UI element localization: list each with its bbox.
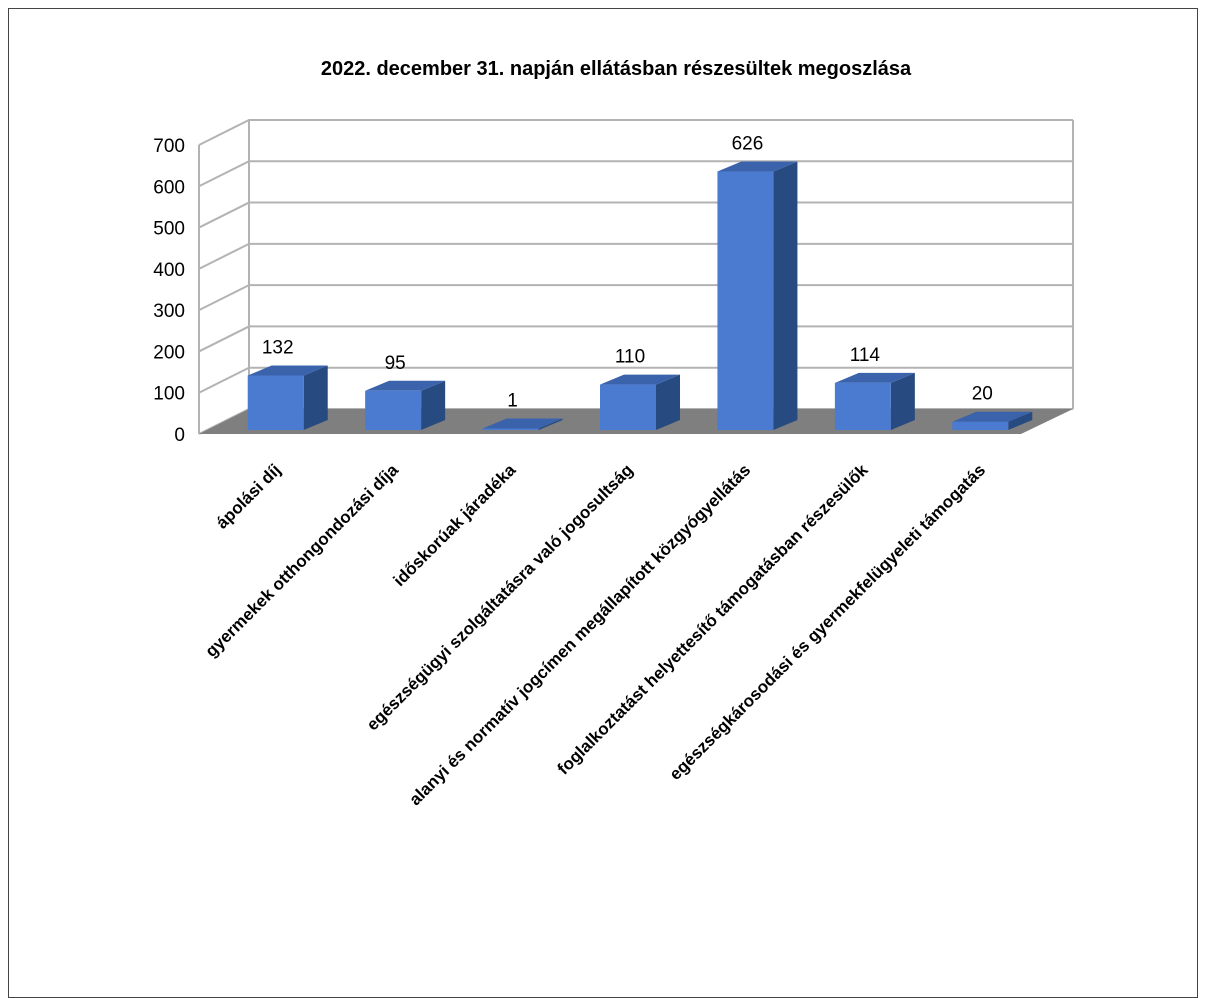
bar: [952, 411, 1033, 430]
y-tick-label: 100: [153, 384, 185, 405]
bar: [834, 372, 915, 430]
data-label: 114: [850, 345, 881, 366]
bar: [247, 365, 328, 430]
data-label: 626: [732, 134, 764, 155]
y-tick-label: 200: [153, 342, 185, 363]
data-label: 95: [385, 353, 406, 374]
category-label: ápolási díj: [212, 460, 284, 532]
y-tick-label: 300: [153, 301, 185, 322]
category-label: gyermekek otthongondozási díja: [202, 460, 403, 661]
bar-side: [421, 380, 446, 430]
bar-front: [834, 382, 891, 430]
bar-top: [482, 418, 563, 429]
gridline: [198, 201, 1073, 229]
bar: [717, 161, 798, 430]
y-tick-label: 600: [153, 177, 185, 198]
data-label: 1: [507, 391, 518, 412]
data-label: 132: [262, 337, 294, 358]
data-label: 110: [615, 347, 645, 368]
bar-side: [656, 374, 680, 430]
bar-top: [600, 374, 680, 385]
bar-top: [365, 380, 446, 391]
bar-front: [247, 375, 304, 430]
bar: [600, 374, 680, 430]
bars: [247, 161, 1033, 430]
bar-front: [482, 428, 539, 430]
bar-side: [773, 161, 798, 430]
y-tick-label: 0: [174, 425, 185, 446]
bar-front: [717, 171, 774, 430]
bar-top: [247, 365, 328, 376]
gridline: [198, 118, 1073, 146]
bar-side: [538, 418, 563, 430]
bar: [482, 418, 563, 430]
bar-side: [303, 365, 328, 430]
data-label: 20: [972, 384, 993, 405]
bar-side: [890, 372, 915, 430]
bar-top: [717, 161, 798, 172]
bar-top: [834, 372, 915, 383]
bar-top: [952, 411, 1033, 422]
gridlines: [198, 118, 1074, 435]
y-axis-ticks: 0 100 200 300 400 500 600 700: [153, 136, 185, 446]
gridline: [198, 160, 1073, 188]
data-labels: 132 95 1 110 626 114 20: [262, 134, 993, 412]
gridline: [198, 284, 1073, 312]
bar: [365, 380, 446, 430]
chart-frame: 2022. december 31. napján ellátásban rés…: [8, 8, 1198, 998]
bar-front: [365, 390, 422, 430]
gridline: [198, 242, 1073, 270]
y-tick-label: 400: [153, 260, 185, 281]
y-tick-label: 700: [153, 136, 185, 157]
y-tick-label: 500: [153, 219, 185, 240]
category-label: időskorúak járadéka: [390, 460, 520, 590]
bar-side: [1008, 411, 1033, 430]
bar-front: [600, 384, 656, 430]
category-label: egészségügyi szolgáltatásra való jogosul…: [363, 460, 637, 734]
bar-front: [952, 421, 1009, 430]
chart-title: 2022. december 31. napján ellátásban rés…: [321, 58, 912, 80]
bar-chart: 2022. december 31. napján ellátásban rés…: [153, 58, 1074, 809]
